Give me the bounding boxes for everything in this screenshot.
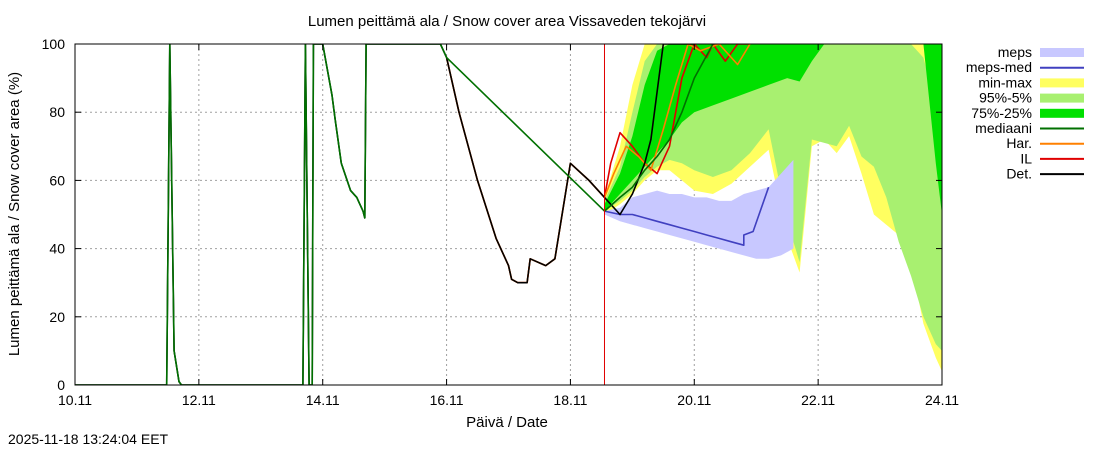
series-line-mepsmed [604, 186, 770, 246]
y-tick-label: 20 [49, 309, 65, 325]
legend-swatch [1040, 108, 1084, 118]
plot-frame [74, 43, 943, 386]
legend-label: 75%-25% [971, 105, 1032, 121]
legend-label: meps [998, 44, 1032, 60]
series-line-mediaani [75, 44, 714, 385]
band-p75-p25 [604, 44, 942, 215]
series-layer [75, 44, 770, 385]
x-tick-label: 10.11 [58, 392, 92, 408]
legend-swatch [1040, 78, 1084, 88]
x-tick-label: 14.11 [306, 392, 340, 408]
band-p95-p5 [604, 44, 942, 351]
legend-label: IL [1020, 150, 1032, 166]
x-tick-label: 24.11 [925, 392, 959, 408]
y-tick-label: 0 [57, 377, 65, 393]
x-tick-label: 22.11 [801, 392, 835, 408]
timestamp-label: 2025-11-18 13:24:04 EET [8, 431, 169, 447]
y-tick-label: 40 [49, 241, 65, 257]
x-tick-label: 12.11 [182, 392, 216, 408]
legend-swatch [1040, 48, 1084, 57]
x-axis-label: Päivä / Date [466, 414, 548, 431]
legend-label: 95%-5% [979, 90, 1032, 106]
y-tick-label: 100 [42, 36, 66, 52]
legend-label: Har. [1006, 135, 1032, 151]
legend-label: Det. [1006, 166, 1032, 182]
legend-swatch [1040, 93, 1084, 103]
x-tick-label: 20.11 [677, 392, 711, 408]
axes: 10.11 12.11 14.11 16.11 18.11 20.11 22.11 24.11… [42, 36, 960, 408]
legend-label: meps-med [966, 59, 1032, 75]
x-tick-label: 18.11 [553, 392, 587, 408]
legend: mepsmeps-medmin-max95%-5%75%-25%mediaani… [966, 44, 1084, 182]
legend-label: mediaani [975, 120, 1032, 136]
y-axis-label: Lumen peittämä ala / Snow cover area (%) [6, 72, 23, 356]
legend-label: min-max [978, 74, 1032, 90]
y-tick-label: 60 [49, 172, 65, 188]
chart-title: Lumen peittämä ala / Snow cover area Vis… [308, 13, 706, 30]
y-tick-label: 80 [49, 104, 65, 120]
x-tick-label: 16.11 [430, 392, 464, 408]
